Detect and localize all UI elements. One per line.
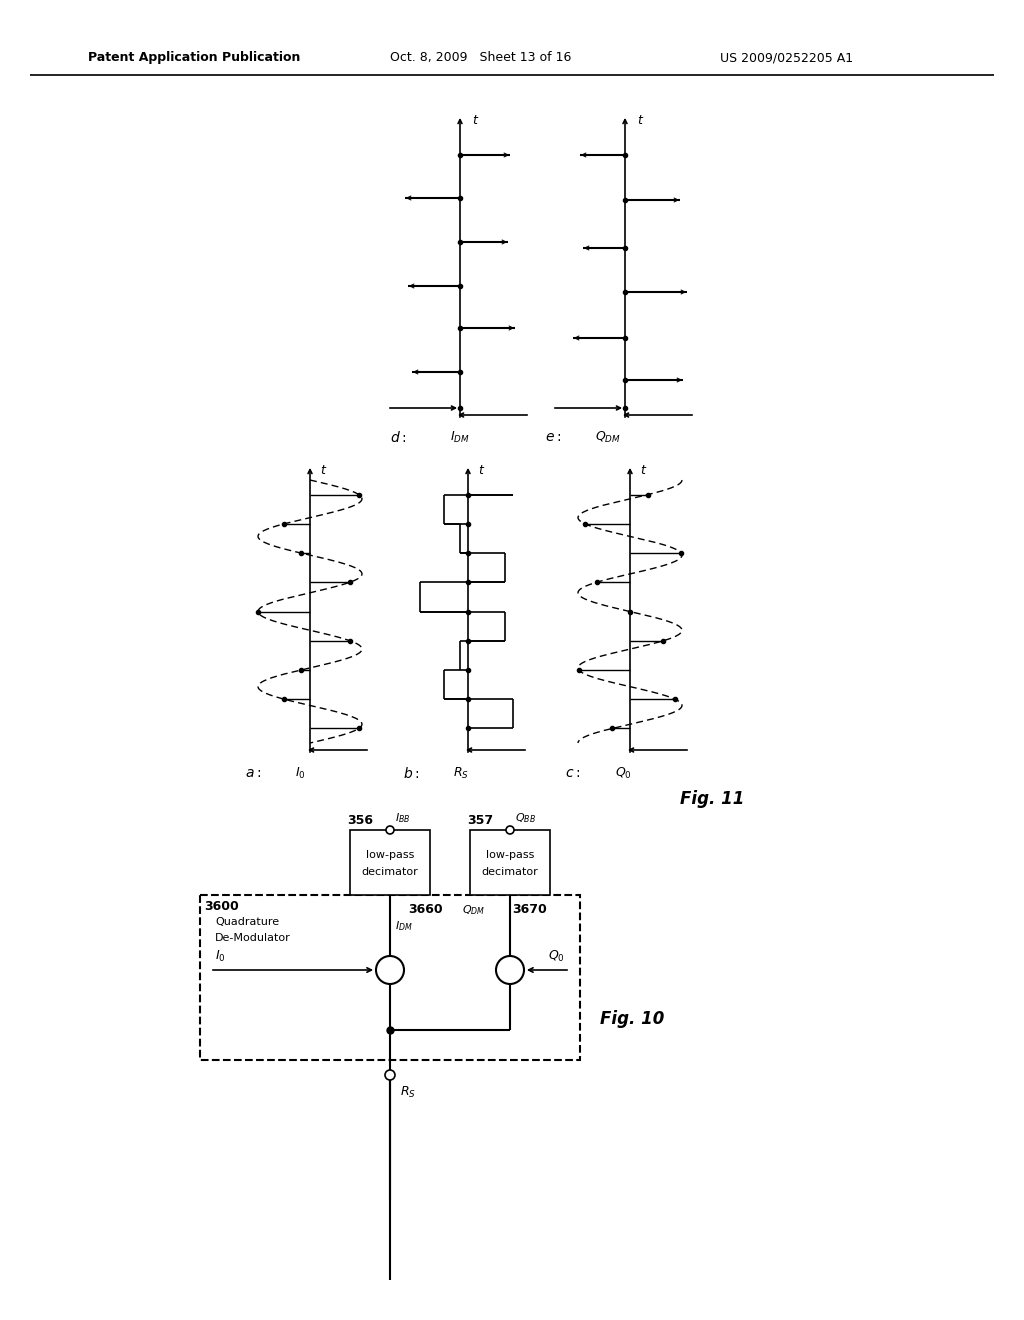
Text: $I_{DM}$: $I_{DM}$ xyxy=(450,430,470,445)
Text: $b:$: $b:$ xyxy=(403,766,420,781)
Circle shape xyxy=(506,826,514,834)
Text: Patent Application Publication: Patent Application Publication xyxy=(88,51,300,65)
Text: De-Modulator: De-Modulator xyxy=(215,933,291,942)
Circle shape xyxy=(376,956,404,983)
Circle shape xyxy=(385,1071,395,1080)
Text: $R_S$: $R_S$ xyxy=(400,1085,416,1100)
Text: $I_{BB}$: $I_{BB}$ xyxy=(395,810,411,825)
Text: $Q_0$: $Q_0$ xyxy=(615,766,632,781)
Text: Oct. 8, 2009   Sheet 13 of 16: Oct. 8, 2009 Sheet 13 of 16 xyxy=(390,51,571,65)
Text: decimator: decimator xyxy=(361,867,419,878)
Text: $I_{DM}$: $I_{DM}$ xyxy=(395,919,413,933)
Bar xyxy=(350,830,430,895)
Text: $a:$: $a:$ xyxy=(245,766,261,780)
Text: 357: 357 xyxy=(467,814,494,828)
Text: $I_0$: $I_0$ xyxy=(215,949,225,964)
Text: 3660: 3660 xyxy=(408,903,442,916)
Circle shape xyxy=(386,826,394,834)
Text: Quadrature: Quadrature xyxy=(215,917,280,927)
Text: $I_0$: $I_0$ xyxy=(295,766,306,781)
Text: low-pass: low-pass xyxy=(366,850,414,859)
Circle shape xyxy=(496,956,524,983)
Text: Fig. 10: Fig. 10 xyxy=(600,1010,665,1028)
Bar xyxy=(200,895,580,1060)
Text: $t$: $t$ xyxy=(472,114,479,127)
Text: 3670: 3670 xyxy=(512,903,547,916)
Text: $Q_{DM}$: $Q_{DM}$ xyxy=(595,430,621,445)
Bar xyxy=(470,830,550,895)
Text: low-pass: low-pass xyxy=(485,850,535,859)
Text: $Q_0$: $Q_0$ xyxy=(548,949,565,964)
Text: $Q_{BB}$: $Q_{BB}$ xyxy=(515,810,536,825)
Text: $t$: $t$ xyxy=(637,114,644,127)
Text: $R_S$: $R_S$ xyxy=(453,766,469,781)
Text: $t$: $t$ xyxy=(640,463,647,477)
Text: $d:$: $d:$ xyxy=(390,430,407,445)
Text: $t$: $t$ xyxy=(319,463,328,477)
Text: $c:$: $c:$ xyxy=(565,766,581,780)
Text: $e:$: $e:$ xyxy=(545,430,561,444)
Text: $Q_{DM}$: $Q_{DM}$ xyxy=(462,903,485,917)
Text: US 2009/0252205 A1: US 2009/0252205 A1 xyxy=(720,51,853,65)
Text: 356: 356 xyxy=(347,814,373,828)
Text: 3600: 3600 xyxy=(204,900,239,913)
Text: decimator: decimator xyxy=(481,867,539,878)
Text: $t$: $t$ xyxy=(478,463,485,477)
Text: Fig. 11: Fig. 11 xyxy=(680,789,744,808)
